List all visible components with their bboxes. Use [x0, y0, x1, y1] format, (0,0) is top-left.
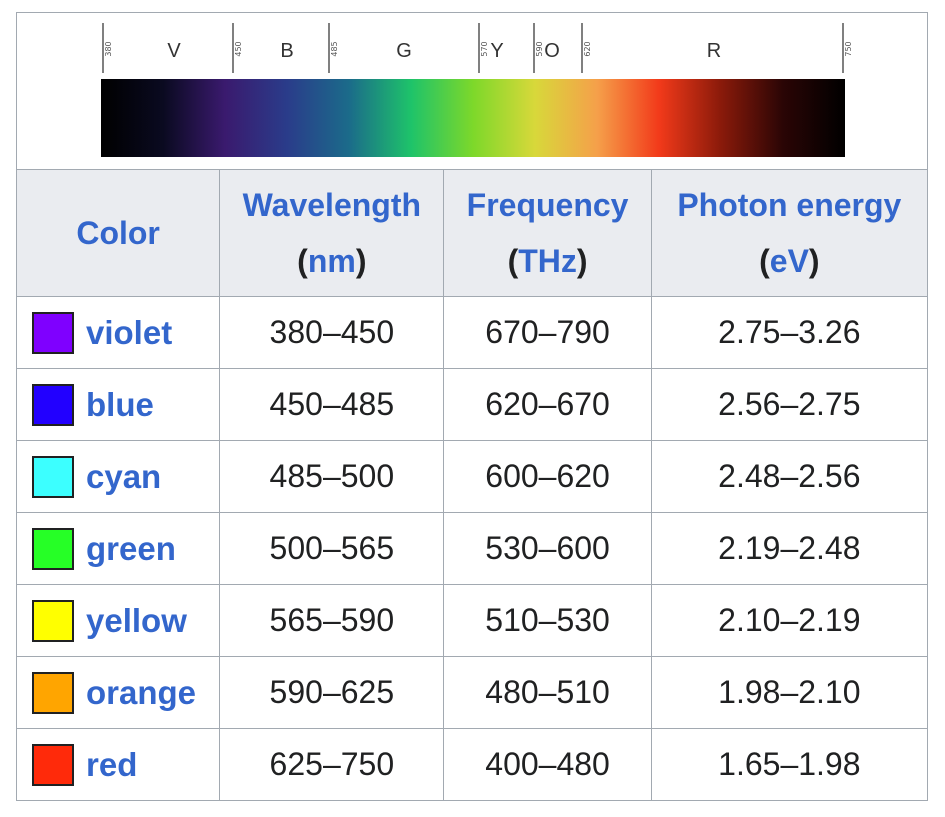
spectrum-image: 380 450 485 570 590 620 750 V B G Y O R [101, 23, 853, 157]
wavelength-cell: 500–565 [219, 512, 445, 585]
spectrum-gradient-bar [101, 79, 845, 157]
header-photon-energy: Photon energy (eV) [650, 169, 929, 297]
header-photon-energy-label[interactable]: Photon energy [677, 187, 902, 223]
color-name-link[interactable]: yellow [86, 601, 187, 639]
color-cell: cyan [15, 440, 221, 513]
header-color-label[interactable]: Color [76, 215, 160, 251]
color-name-link[interactable]: orange [86, 673, 197, 711]
color-name-link[interactable]: green [86, 529, 176, 567]
color-cell: blue [15, 368, 221, 441]
wavelength-cell: 590–625 [219, 656, 445, 729]
frequency-cell: 510–530 [443, 584, 652, 657]
color-cell: orange [15, 656, 221, 729]
band-letter: G [396, 40, 412, 62]
table-row: yellow 565–590 510–530 2.10–2.19 [15, 584, 929, 657]
header-color[interactable]: Color [15, 169, 221, 297]
color-swatch [32, 527, 74, 570]
color-cell: yellow [15, 584, 221, 657]
color-name-link[interactable]: cyan [86, 457, 162, 495]
frequency-cell: 400–480 [443, 728, 652, 801]
table-row: green 500–565 530–600 2.19–2.48 [15, 512, 929, 585]
boundary-label: 485 [330, 41, 339, 56]
band-letter: O [544, 40, 560, 62]
energy-cell: 2.56–2.75 [650, 368, 929, 441]
table-header-row: Color Wavelength (nm) Frequency (THz) Ph… [15, 169, 929, 297]
band-letter: V [167, 40, 181, 62]
color-swatch [32, 455, 74, 498]
color-swatch [32, 599, 74, 642]
energy-cell: 2.10–2.19 [650, 584, 929, 657]
visible-spectrum-banner: 380 450 485 570 590 620 750 V B G Y O R [16, 12, 928, 169]
header-photon-energy-unit[interactable]: eV [769, 243, 809, 279]
color-swatch [32, 671, 74, 714]
boundary-label: 750 [844, 41, 853, 56]
boundary-label: 590 [535, 41, 544, 56]
wavelength-cell: 625–750 [219, 728, 445, 801]
table-row: violet 380–450 670–790 2.75–3.26 [15, 296, 929, 369]
color-table: Color Wavelength (nm) Frequency (THz) Ph… [15, 169, 929, 801]
header-frequency-label[interactable]: Frequency [466, 187, 629, 223]
frequency-cell: 670–790 [443, 296, 652, 369]
color-name-link[interactable]: blue [86, 385, 154, 423]
frequency-cell: 620–670 [443, 368, 652, 441]
energy-cell: 2.19–2.48 [650, 512, 929, 585]
spectrum-color-table: 380 450 485 570 590 620 750 V B G Y O R Color Wavel… [15, 12, 929, 802]
color-cell: violet [15, 296, 221, 369]
energy-cell: 2.75–3.26 [650, 296, 929, 369]
band-letter: R [707, 40, 721, 62]
color-cell: green [15, 512, 221, 585]
table-row: red 625–750 400–480 1.65–1.98 [15, 728, 929, 801]
energy-cell: 2.48–2.56 [650, 440, 929, 513]
wavelength-cell: 450–485 [219, 368, 445, 441]
color-swatch [32, 743, 74, 786]
color-name-link[interactable]: red [86, 745, 138, 783]
boundary-label: 620 [583, 41, 592, 56]
table-row: cyan 485–500 600–620 2.48–2.56 [15, 440, 929, 513]
wavelength-cell: 380–450 [219, 296, 445, 369]
frequency-cell: 600–620 [443, 440, 652, 513]
boundary-label: 380 [104, 41, 113, 56]
wavelength-cell: 485–500 [219, 440, 445, 513]
table-row: orange 590–625 480–510 1.98–2.10 [15, 656, 929, 729]
energy-cell: 1.65–1.98 [650, 728, 929, 801]
boundary-label: 450 [234, 41, 243, 56]
header-wavelength-label[interactable]: Wavelength [242, 187, 422, 223]
color-swatch [32, 383, 74, 426]
band-letter: B [280, 40, 293, 62]
color-name-link[interactable]: violet [86, 313, 173, 351]
boundary-label: 570 [480, 41, 489, 56]
table-row: blue 450–485 620–670 2.56–2.75 [15, 368, 929, 441]
wavelength-cell: 565–590 [219, 584, 445, 657]
frequency-cell: 530–600 [443, 512, 652, 585]
header-wavelength: Wavelength (nm) [219, 169, 445, 297]
header-wavelength-unit[interactable]: nm [307, 243, 356, 279]
color-swatch [32, 311, 74, 354]
header-frequency: Frequency (THz) [443, 169, 652, 297]
color-cell: red [15, 728, 221, 801]
band-letter: Y [490, 40, 503, 62]
header-frequency-unit[interactable]: THz [518, 243, 577, 279]
energy-cell: 1.98–2.10 [650, 656, 929, 729]
frequency-cell: 480–510 [443, 656, 652, 729]
